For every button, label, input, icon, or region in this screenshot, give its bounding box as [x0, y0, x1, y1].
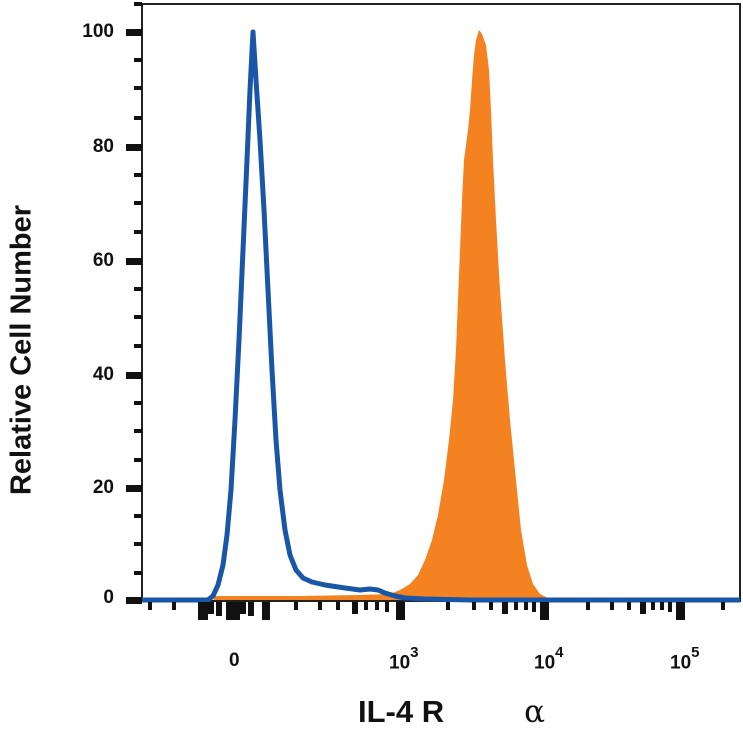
x-tick-label-10e5: 105 [670, 644, 699, 674]
x-axis-title-text: IL-4 R [357, 694, 445, 729]
x-tick-exponent: 3 [410, 644, 419, 661]
x-tick-base: 10 [534, 652, 556, 674]
x-tick-label-10e4: 104 [534, 644, 563, 674]
isotype-histogram [142, 29, 740, 603]
x-axis-ticks [148, 602, 725, 620]
x-tick-base: 10 [670, 652, 692, 674]
y-axis-title: Relative Cell Number [2, 0, 42, 745]
y-tick-label-20: 20 [92, 477, 114, 498]
x-tick-label-10e3: 103 [389, 644, 418, 674]
x-tick-base: 10 [389, 652, 411, 674]
x-axis-title-greek: α [524, 694, 546, 730]
y-tick-label-100: 100 [82, 21, 114, 42]
y-tick-label-0: 0 [103, 587, 114, 608]
y-tick-label-80: 80 [92, 136, 114, 157]
x-axis-title: IL-4 R α [0, 694, 743, 730]
x-tick-exponent: 4 [555, 644, 564, 661]
x-tick-label-0: 0 [229, 650, 240, 672]
y-axis-ticks [126, 2, 142, 604]
y-tick-label-60: 60 [92, 250, 114, 271]
x-tick-base: 0 [229, 650, 240, 671]
stained-histogram [214, 30, 555, 600]
y-tick-label-40: 40 [92, 364, 114, 385]
x-tick-exponent: 5 [691, 644, 700, 661]
y-axis-title-text: Relative Cell Number [5, 204, 38, 496]
